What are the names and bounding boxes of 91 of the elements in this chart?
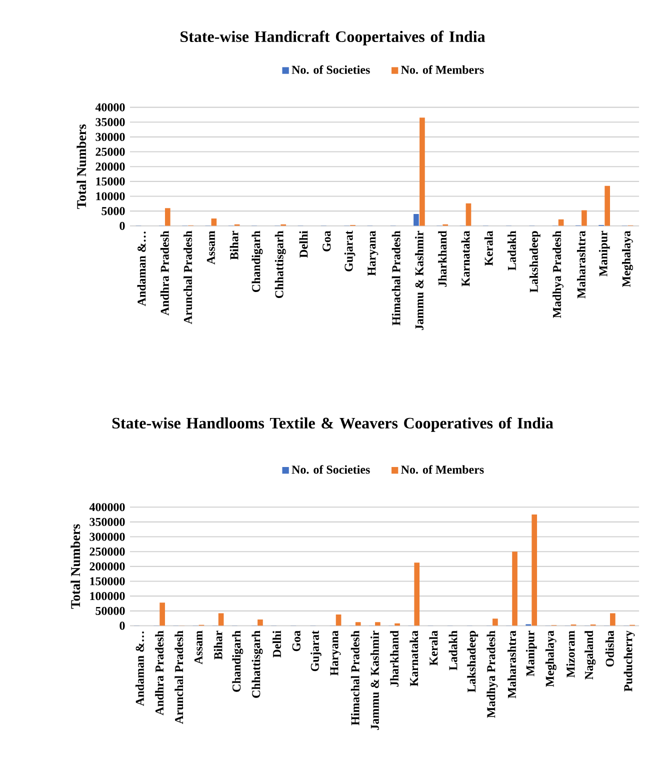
bar — [492, 618, 498, 626]
y-tick-label: 0 — [120, 622, 125, 630]
chart-title: State-wise Handicraft Coopertaives of India — [180, 30, 486, 46]
bar — [336, 614, 342, 626]
x-tick-label: Manipur — [599, 230, 610, 276]
x-tick-label: Gujarat — [344, 230, 356, 272]
y-tick-label: 30000 — [96, 132, 125, 141]
x-tick-label: Jharkhand — [390, 630, 399, 687]
x-tick-label: Andaman &… — [137, 232, 146, 306]
x-tick-label: Arunchal Pradesh — [174, 630, 184, 724]
bar — [375, 622, 381, 626]
x-tick-label: Lakshadeep — [467, 630, 478, 692]
x-tick-label: Chhattisgarh — [275, 230, 286, 298]
x-tick-label: Arunchal Pradesh — [184, 230, 192, 324]
y-tick-label: 20000 — [96, 162, 125, 171]
x-tick-label: Kerala — [429, 630, 438, 666]
x-tick-label: Ladakh — [448, 630, 458, 670]
x-tick-label: Goa — [322, 230, 331, 252]
x-tick-label: Andhra Pradesh — [155, 630, 164, 716]
x-tick-label: Karnataka — [410, 630, 418, 686]
x-tick-label: Madhya Pradesh — [552, 230, 564, 318]
y-tick-label: 50000 — [96, 606, 125, 615]
bar — [414, 214, 420, 226]
bar — [466, 203, 472, 226]
bar — [356, 622, 361, 626]
y-tick-label: 35000 — [96, 118, 125, 126]
y-tick-label: 5000 — [102, 207, 125, 216]
x-tick-label: Chhattisgarh — [252, 630, 263, 698]
x-tick-label: Bihar — [214, 630, 222, 660]
bar — [414, 562, 420, 626]
x-tick-label: Maharashtra — [577, 230, 586, 298]
x-tick-label: Gujarat — [310, 630, 322, 672]
x-tick-label: Meghalaya — [546, 630, 557, 687]
x-tick-label: Nagaland — [584, 630, 596, 680]
bar — [512, 552, 518, 626]
x-tick-label: Delhi — [299, 230, 308, 258]
x-tick-label: Jammu & Kashmir — [415, 230, 424, 330]
y-tick-label: 25000 — [96, 148, 125, 156]
x-tick-label: Karnataka — [461, 230, 470, 286]
y-axis-title: Total Numbers — [76, 124, 86, 209]
x-tick-label: Assam — [194, 630, 203, 664]
x-tick-label: Mizoram — [566, 630, 575, 678]
bar — [160, 602, 166, 626]
y-tick-label: 10000 — [96, 192, 125, 200]
y-tick-label: 150000 — [90, 577, 125, 586]
x-tick-label: Manipur — [526, 630, 537, 676]
y-tick-label: 200000 — [90, 562, 125, 570]
bar — [604, 186, 610, 226]
legend-label: No. of Societies — [292, 65, 370, 74]
x-tick-label: Andaman &… — [136, 631, 144, 706]
y-axis-title: Total Numbers — [70, 524, 80, 609]
x-tick-label: Ladakh — [508, 230, 516, 270]
bar — [610, 613, 616, 626]
bar — [218, 613, 224, 626]
x-tick-label: Kerala — [484, 230, 494, 266]
legend-label: No. of Members — [401, 465, 484, 474]
y-tick-label: 0 — [120, 222, 125, 230]
legend-label: No. of Societies — [292, 465, 370, 474]
bar — [165, 208, 170, 226]
y-tick-label: 100000 — [90, 592, 125, 600]
x-tick-label: Odisha — [606, 630, 614, 667]
x-tick-label: Madhya Pradesh — [486, 630, 498, 718]
x-tick-label: Haryana — [330, 630, 341, 676]
x-tick-label: Meghalaya — [622, 230, 634, 288]
x-tick-label: Chandigarh — [232, 630, 244, 692]
x-tick-label: Jammu & Kashmir — [370, 630, 380, 730]
bar — [258, 620, 264, 626]
bar — [420, 118, 426, 226]
x-tick-label: Maharashtra — [508, 630, 516, 698]
legend-label: No. of Members — [401, 65, 484, 74]
y-tick-label: 15000 — [96, 177, 125, 186]
x-tick-label: Himachal Pradesh — [392, 230, 400, 326]
bar — [532, 514, 538, 626]
x-tick-label: Assam — [207, 230, 216, 264]
x-tick-label: Chandigarh — [252, 230, 263, 292]
x-tick-label: Goa — [292, 630, 301, 652]
x-tick-label: Haryana — [368, 230, 378, 276]
x-tick-label: Bihar — [230, 230, 238, 260]
chart-title: State-wise Handlooms Textile & Weavers Cooperatives of India — [112, 417, 554, 432]
x-tick-label: Andhra Pradesh — [160, 230, 170, 316]
y-tick-label: 300000 — [90, 532, 125, 541]
y-tick-label: 350000 — [90, 518, 125, 526]
x-tick-label: Delhi — [272, 630, 282, 658]
y-tick-label: 400000 — [90, 503, 125, 512]
x-tick-label: Lakshadeep — [530, 231, 540, 292]
y-tick-label: 40000 — [96, 103, 125, 112]
x-tick-label: Jharkhand — [438, 230, 447, 287]
y-tick-label: 250000 — [90, 548, 125, 556]
bar — [582, 210, 588, 226]
x-tick-label: Puducherry — [624, 630, 635, 692]
x-tick-label: Himachal Pradesh — [351, 630, 360, 726]
